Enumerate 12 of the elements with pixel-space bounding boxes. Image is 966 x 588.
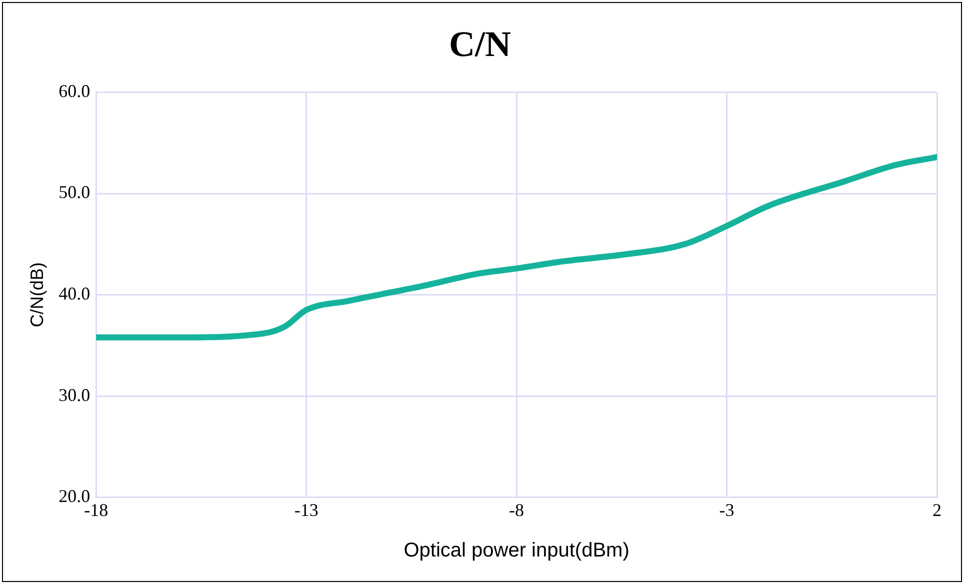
- x-tick-label: 2: [932, 500, 942, 520]
- y-tick-label: 40.0: [58, 284, 90, 304]
- y-tick-label: 60.0: [58, 80, 90, 101]
- y-tick-label: 30.0: [58, 384, 90, 405]
- chart-title: C/N: [449, 24, 511, 64]
- y-axis-title: C/N(dB): [26, 262, 47, 328]
- x-axis-title: Optical power input(dBm): [404, 540, 630, 562]
- y-tick-label: 20.0: [58, 486, 90, 506]
- x-tick-label: -3: [719, 500, 734, 520]
- x-tick-label: -8: [509, 500, 524, 520]
- y-tick-label: 50.0: [58, 182, 90, 202]
- x-tick-label: -13: [294, 500, 318, 520]
